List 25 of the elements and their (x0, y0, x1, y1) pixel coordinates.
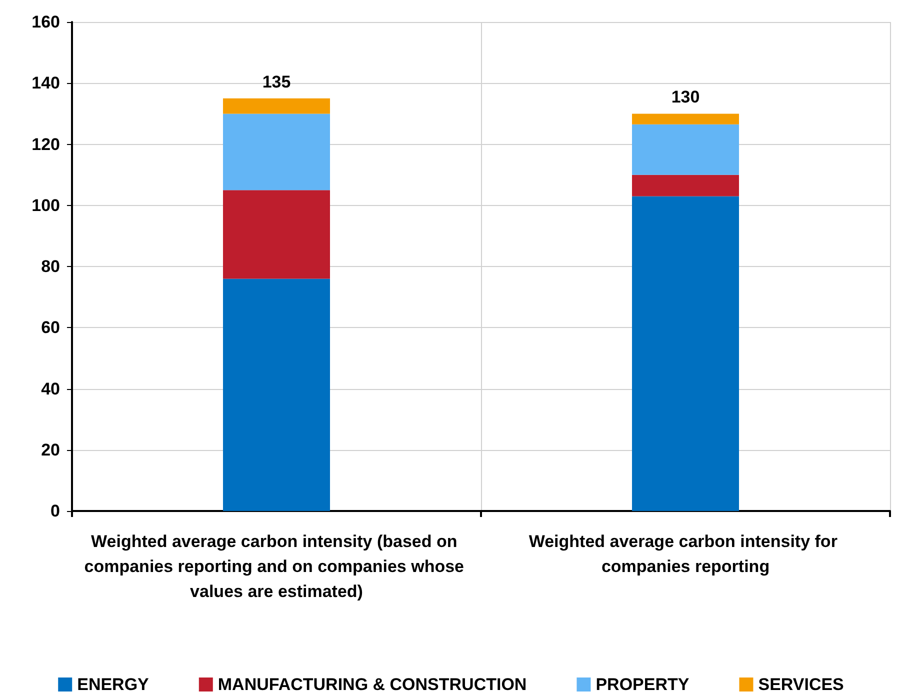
legend-label: SERVICES (758, 675, 844, 694)
bar (223, 114, 330, 190)
bar (223, 98, 330, 114)
y-tick-label: 160 (32, 12, 60, 32)
y-tick-label: 60 (41, 318, 60, 338)
total-label: 135 (262, 72, 291, 92)
legend-label: PROPERTY (596, 675, 690, 694)
y-tick-label: 140 (32, 74, 60, 93)
y-tick-label: 40 (41, 379, 60, 398)
bar (632, 114, 739, 124)
bar (632, 196, 739, 511)
x-tick-label: Weighted average carbon intensity for companies reporting (528, 532, 842, 576)
y-tick-label: 0 (50, 502, 60, 520)
y-tick-label: 120 (32, 134, 60, 154)
y-tick-label: 100 (32, 196, 60, 215)
legend-label: MANUFACTURING & CONSTRUCTION (218, 675, 527, 694)
y-tick-label: 20 (41, 440, 60, 460)
legend-label: ENERGY (77, 675, 150, 694)
bar (632, 124, 739, 175)
bar (632, 174, 739, 196)
bar (223, 278, 330, 511)
x-tick-label: Weighted average carbon intensity (based on companies reporting and on companies whose values are estimated) (84, 532, 469, 601)
bar (223, 190, 330, 279)
y-tick-label: 80 (41, 257, 60, 276)
total-label: 130 (671, 88, 700, 107)
